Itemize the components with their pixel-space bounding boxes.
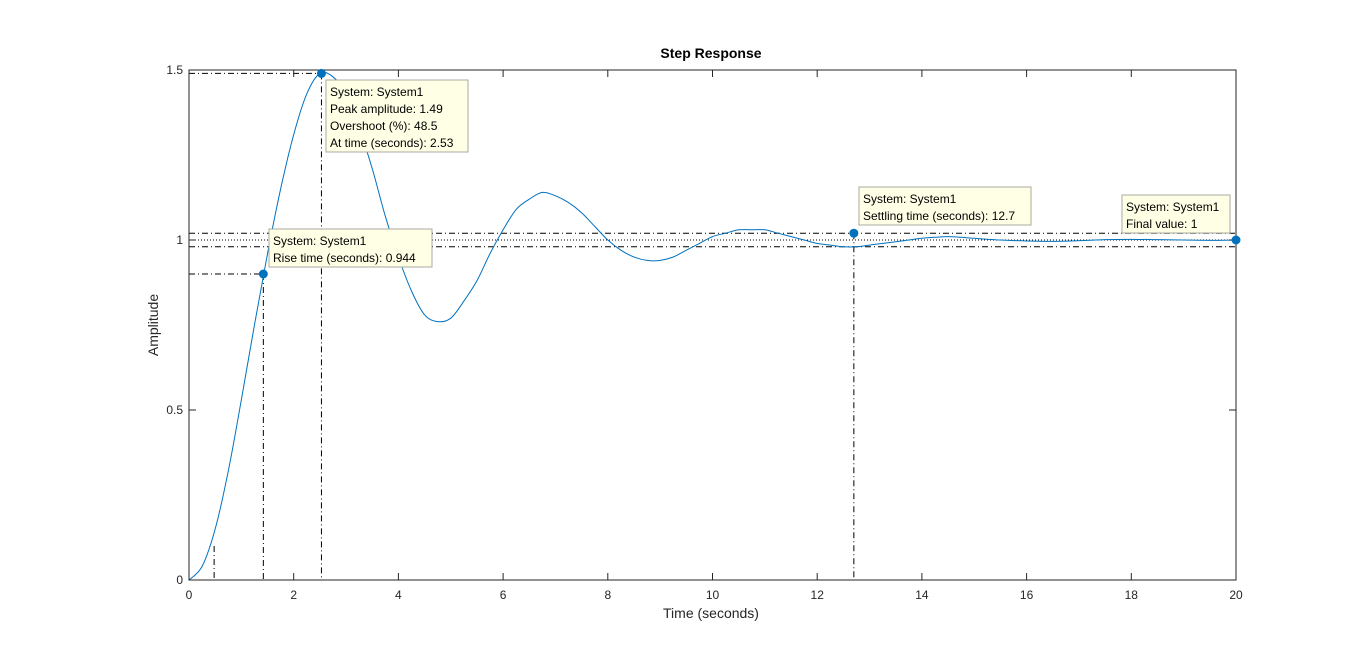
datatip-box — [268, 228, 433, 268]
characteristic-marker — [316, 68, 326, 78]
characteristic-markers — [258, 68, 1241, 279]
datatips: System: System1 Peak amplitude: 1.49 Overs… — [268, 79, 1231, 268]
y-tick-label: 0 — [176, 573, 183, 587]
datatip-line: At time (seconds): 2.53 — [330, 136, 454, 150]
x-tick-label: 8 — [604, 588, 611, 602]
datatip-settling: System: System1 Settling time (seconds): … — [858, 186, 1032, 226]
x-tick-label: 2 — [290, 588, 297, 602]
x-tick-label: 16 — [1020, 588, 1034, 602]
datatip-line: Rise time (seconds): 0.944 — [273, 251, 416, 265]
datatip-line: System: System1 — [863, 192, 957, 206]
datatip-line: System: System1 — [1126, 200, 1220, 214]
chart-title: Step Response — [660, 45, 761, 61]
datatip-line: Final value: 1 — [1126, 217, 1198, 231]
characteristic-marker — [1231, 235, 1241, 245]
datatip-line: Overshoot (%): 48.5 — [330, 119, 438, 133]
y-tick-label: 1 — [176, 233, 183, 247]
x-tick-label: 14 — [915, 588, 929, 602]
x-tick-label: 10 — [706, 588, 720, 602]
y-tick-label: 1.5 — [166, 63, 183, 77]
y-axis-label: Amplitude — [145, 294, 161, 356]
datatip-peak: System: System1 Peak amplitude: 1.49 Overs… — [325, 79, 469, 153]
datatip-box — [1121, 194, 1231, 234]
axes: 0 2 4 6 8 10 12 14 16 18 20 0 0.5 1 1.5 — [166, 63, 1243, 602]
characteristic-marker — [849, 228, 859, 238]
datatip-line: Peak amplitude: 1.49 — [330, 102, 443, 116]
x-axis-label: Time (seconds) — [663, 605, 759, 621]
datatip-line: System: System1 — [273, 234, 367, 248]
datatip-box — [325, 79, 469, 153]
x-tick-label: 20 — [1229, 588, 1243, 602]
datatip-box — [858, 186, 1032, 226]
x-tick-label: 12 — [811, 588, 825, 602]
characteristic-marker — [258, 269, 268, 279]
datatip-rise: System: System1 Rise time (seconds): 0.94… — [268, 228, 433, 268]
datatip-final: System: System1 Final value: 1 — [1121, 194, 1231, 234]
y-tick-label: 0.5 — [166, 403, 183, 417]
datatip-line: Settling time (seconds): 12.7 — [863, 209, 1015, 223]
datatip-line: System: System1 — [330, 85, 424, 99]
x-tick-label: 4 — [395, 588, 402, 602]
x-tick-label: 18 — [1125, 588, 1139, 602]
x-tick-label: 0 — [186, 588, 193, 602]
x-tick-label: 6 — [500, 588, 507, 602]
